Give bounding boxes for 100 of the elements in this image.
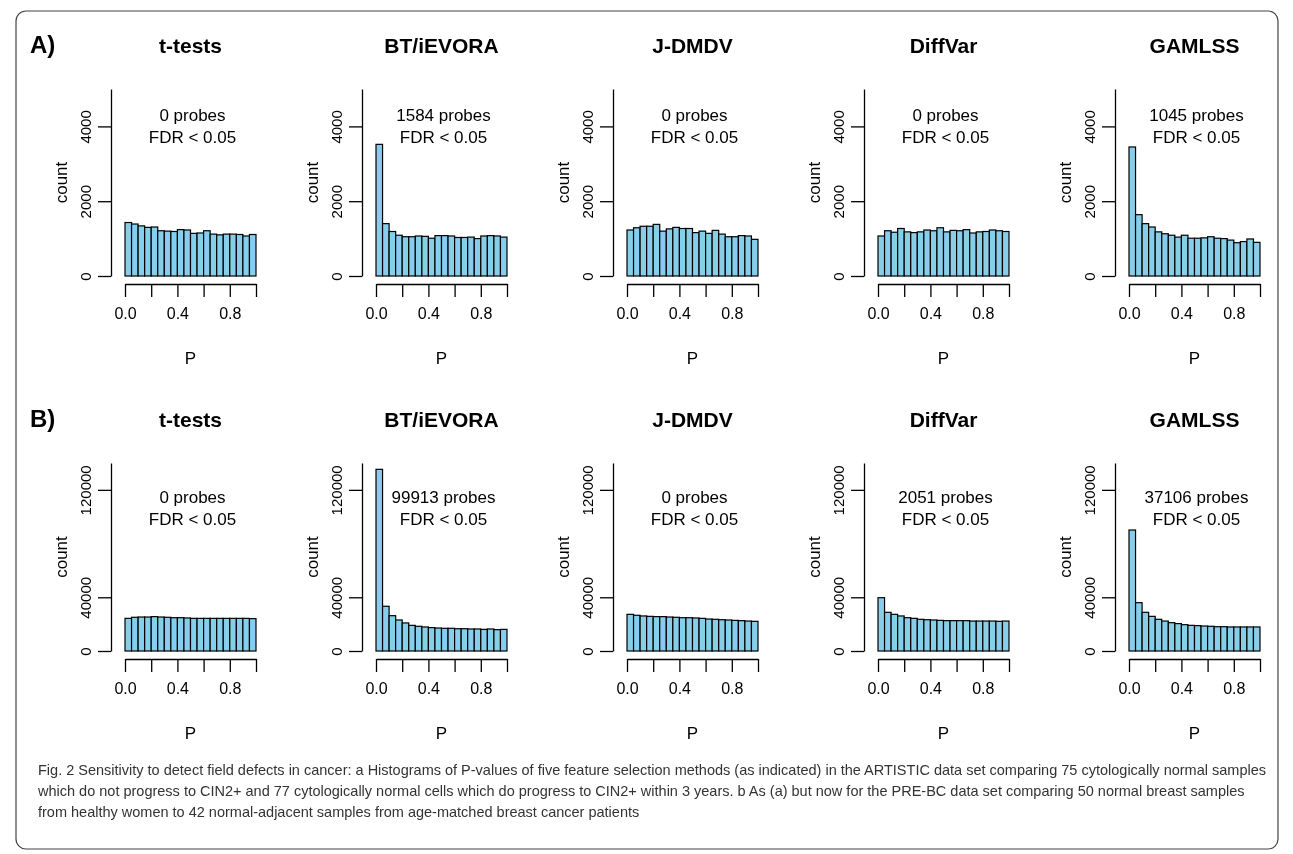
- y-tick-label: 40000: [1081, 576, 1098, 619]
- x-tick-label: 0.4: [417, 680, 441, 698]
- y-tick-label: 2000: [1081, 185, 1098, 219]
- chart-title: DiffVar: [909, 408, 978, 431]
- x-tick-label: 0.0: [616, 305, 639, 323]
- y-axis-title: count: [1056, 535, 1075, 578]
- chart-title: BT/iEVORA: [384, 34, 499, 57]
- y-tick-label: 2000: [328, 185, 345, 219]
- chart-title: BT/iEVORA: [384, 408, 499, 431]
- x-tick-label: 0.4: [1170, 680, 1194, 698]
- y-tick-label: 2000: [830, 185, 847, 219]
- chart-title: DiffVar: [909, 34, 978, 57]
- x-tick-label: 0.0: [365, 680, 388, 698]
- x-tick-label: 0.8: [219, 305, 242, 323]
- x-axis-title: P: [686, 349, 699, 368]
- y-tick-label: 2000: [579, 185, 596, 219]
- y-axis-title: count: [805, 535, 824, 578]
- x-axis-title: P: [937, 349, 950, 368]
- x-tick-label: 0.4: [919, 305, 943, 323]
- x-tick-label: 0.8: [972, 305, 995, 323]
- chart-title: GAMLSS: [1149, 34, 1240, 57]
- annotation: FDR < 0.05: [148, 128, 237, 147]
- annotation: FDR < 0.05: [901, 510, 990, 529]
- x-axis-title: P: [686, 724, 699, 743]
- y-tick-label: 0: [77, 272, 94, 281]
- chart-title: J-DMDV: [652, 34, 733, 57]
- x-tick-label: 0.8: [470, 305, 493, 323]
- x-tick-label: 0.0: [114, 305, 137, 323]
- y-axis-title: count: [303, 161, 322, 204]
- x-tick-label: 0.0: [867, 680, 890, 698]
- y-tick-label: 40000: [830, 576, 847, 619]
- annotation: 0 probes: [661, 106, 728, 125]
- y-axis-title: count: [805, 161, 824, 204]
- x-tick-label: 0.8: [470, 680, 493, 698]
- y-tick-label: 120000: [77, 465, 94, 516]
- x-tick-label: 0.4: [166, 680, 190, 698]
- y-axis-title: count: [52, 535, 71, 578]
- annotation: 1045 probes: [1149, 106, 1244, 125]
- annotation: 0 probes: [912, 106, 979, 125]
- annotation: FDR < 0.05: [399, 510, 488, 529]
- y-tick-label: 0: [328, 272, 345, 281]
- x-tick-label: 0.4: [668, 680, 692, 698]
- text: A): [30, 31, 56, 58]
- y-tick-label: 40000: [77, 576, 94, 619]
- annotation: 0 probes: [661, 488, 728, 507]
- x-tick-label: 0.8: [972, 680, 995, 698]
- x-axis-title: P: [184, 349, 197, 368]
- annotation: FDR < 0.05: [1152, 128, 1241, 147]
- annotation: FDR < 0.05: [148, 510, 237, 529]
- x-tick-label: 0.8: [721, 305, 744, 323]
- y-tick-label: 4000: [328, 110, 345, 144]
- annotation: FDR < 0.05: [1152, 510, 1241, 529]
- x-tick-label: 0.0: [365, 305, 388, 323]
- x-tick-label: 0.4: [919, 680, 943, 698]
- y-tick-label: 4000: [579, 110, 596, 144]
- y-tick-label: 120000: [579, 465, 596, 516]
- y-tick-label: 0: [1081, 647, 1098, 656]
- y-tick-label: 4000: [1081, 110, 1098, 144]
- y-axis-title: count: [554, 161, 573, 204]
- text: B): [30, 405, 56, 432]
- annotation: 0 probes: [159, 488, 226, 507]
- caption: Fig. 2 Sensitivity to detect field defects in cancer: a Histograms of P-values of five feature selection methods (as indicated) in the ARTISTIC data set comparing 75 cytologically normal samples which do not progress to CIN2+ and 77 cytologically normal cells which do progress to CIN2+ within 3 years. b As (a) but now for the PRE-BC data set comparing 50 normal breast samples from healthy women to 42 normal-adjacent samples from age-matched breast cancer patients: [38, 761, 1267, 822]
- annotation: FDR < 0.05: [901, 128, 990, 147]
- y-tick-label: 40000: [328, 576, 345, 619]
- y-axis-title: count: [52, 161, 71, 204]
- x-axis-title: P: [435, 724, 448, 743]
- x-axis-title: P: [184, 724, 197, 743]
- x-tick-label: 0.8: [1223, 305, 1246, 323]
- annotation: 0 probes: [159, 106, 226, 125]
- x-axis-title: P: [937, 724, 950, 743]
- x-axis-title: P: [435, 349, 448, 368]
- x-axis-title: P: [1188, 349, 1201, 368]
- y-tick-label: 0: [830, 647, 847, 656]
- y-axis-title: count: [1056, 161, 1075, 204]
- x-tick-label: 0.0: [1118, 305, 1141, 323]
- chart-title: GAMLSS: [1149, 408, 1240, 431]
- x-tick-label: 0.0: [616, 680, 639, 698]
- y-tick-label: 120000: [830, 465, 847, 516]
- annotation: 99913 probes: [391, 488, 496, 507]
- x-tick-label: 0.8: [721, 680, 744, 698]
- x-tick-label: 0.8: [219, 680, 242, 698]
- y-tick-label: 2000: [77, 185, 94, 219]
- x-tick-label: 0.4: [417, 305, 441, 323]
- annotation: 1584 probes: [396, 106, 491, 125]
- y-tick-label: 0: [328, 647, 345, 656]
- y-tick-label: 0: [77, 647, 94, 656]
- x-tick-label: 0.4: [166, 305, 190, 323]
- annotation: FDR < 0.05: [399, 128, 488, 147]
- annotation: FDR < 0.05: [650, 128, 739, 147]
- y-tick-label: 4000: [830, 110, 847, 144]
- y-tick-label: 0: [830, 272, 847, 281]
- x-tick-label: 0.8: [1223, 680, 1246, 698]
- y-tick-label: 0: [1081, 272, 1098, 281]
- chart-title: J-DMDV: [652, 408, 733, 431]
- y-tick-label: 0: [579, 647, 596, 656]
- y-axis-title: count: [554, 535, 573, 578]
- annotation: FDR < 0.05: [650, 510, 739, 529]
- x-axis-title: P: [1188, 724, 1201, 743]
- chart-title: t-tests: [158, 408, 223, 431]
- x-tick-label: 0.0: [1118, 680, 1141, 698]
